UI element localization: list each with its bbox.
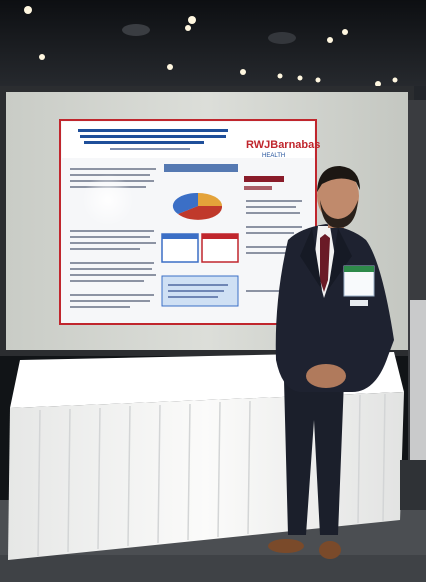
research-poster: RWJBarnabas HEALTH [59,119,320,325]
poster-title [78,129,228,150]
poster-pie-chart [172,192,223,220]
poster-logo-subtext: HEALTH [262,153,285,159]
left-shoe [268,539,304,553]
head [317,170,359,222]
clasped-hands [306,364,346,388]
presenter [268,166,394,559]
background-case [400,460,426,510]
ceiling [0,0,426,100]
poster-bar-chart [244,176,284,182]
poster-right-column [246,200,302,292]
camera-flash-glare [82,174,134,226]
ceiling-lights [24,6,398,87]
poster-logo: RWJBarnabas [246,139,320,151]
ceiling-speaker [122,24,150,36]
right-shoe [319,541,341,559]
table-skirt-pleats [37,393,386,557]
ceiling-speaker-2 [268,32,296,44]
